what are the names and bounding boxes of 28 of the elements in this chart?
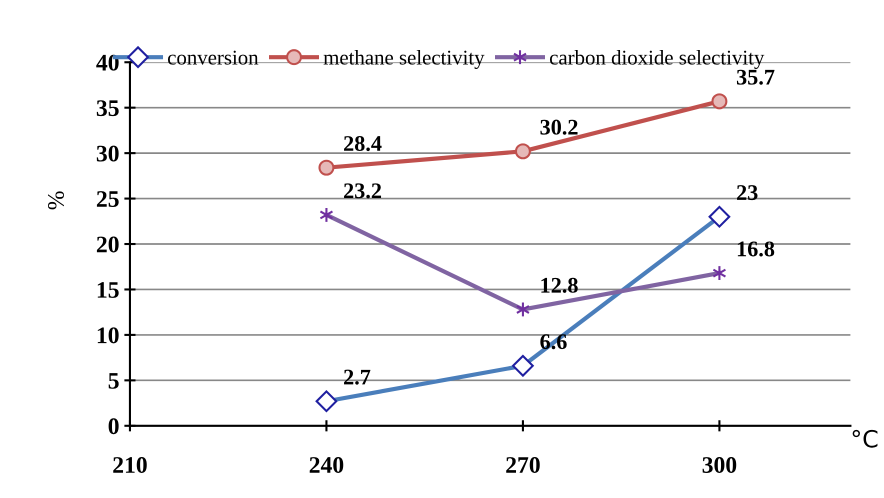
data-label: 12.8 — [541, 278, 578, 293]
x-axis-title: °C — [852, 430, 878, 448]
legend-label: carbon dioxide selectivity — [550, 50, 764, 69]
data-label: 16.8 — [738, 241, 774, 257]
x-tick-label: 270 — [506, 457, 540, 473]
x-tick-label: 300 — [702, 457, 736, 473]
y-tick-label: 20 — [96, 236, 119, 252]
y-tick-label: 5 — [108, 373, 119, 389]
y-tick-label: 35 — [96, 100, 119, 116]
legend-label: conversion — [168, 50, 258, 65]
data-label: 2.7 — [344, 370, 370, 385]
data-label: 23.2 — [344, 183, 382, 198]
data-label: 35.7 — [736, 70, 774, 85]
point — [711, 93, 728, 110]
y-tick-label: 10 — [98, 327, 119, 344]
y-tick-label: 25 — [96, 191, 119, 207]
y-axis-title: % — [48, 191, 64, 210]
data-label: 23 — [737, 185, 758, 200]
y-tick-label: 30 — [96, 146, 119, 162]
data-label: 30.2 — [540, 120, 578, 135]
legend-label: methane selectivity — [324, 50, 484, 69]
point — [514, 143, 531, 160]
y-tick-label: 0 — [108, 418, 119, 434]
y-tick-label: 15 — [98, 282, 119, 298]
x-tick-label: 210 — [113, 457, 147, 473]
point — [318, 160, 334, 176]
x-tick-label: 240 — [310, 457, 344, 473]
data-label: 28.4 — [344, 136, 382, 152]
